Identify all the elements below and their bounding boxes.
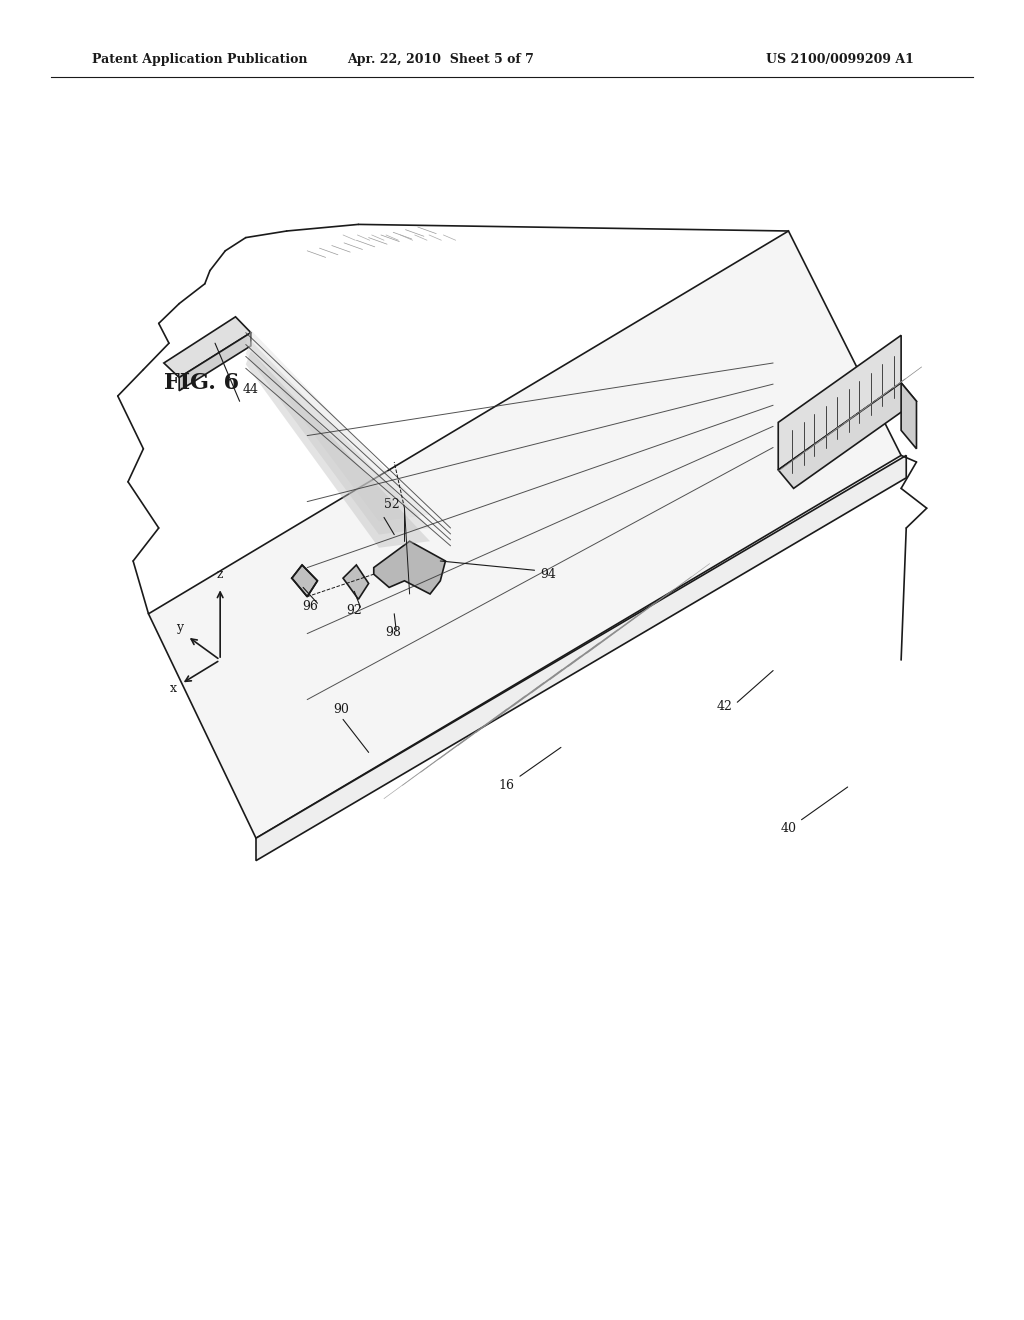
Text: Apr. 22, 2010  Sheet 5 of 7: Apr. 22, 2010 Sheet 5 of 7 — [347, 53, 534, 66]
Polygon shape — [246, 330, 430, 521]
Text: 52: 52 — [384, 498, 399, 511]
Polygon shape — [292, 565, 317, 597]
Text: 44: 44 — [243, 383, 259, 396]
Text: 42: 42 — [717, 700, 733, 713]
Polygon shape — [901, 383, 916, 449]
Text: FIG. 6: FIG. 6 — [164, 372, 239, 393]
Text: 90: 90 — [333, 702, 349, 715]
Text: 96: 96 — [302, 599, 318, 612]
Text: US 2100/0099209 A1: US 2100/0099209 A1 — [766, 53, 913, 66]
Text: 40: 40 — [780, 787, 848, 836]
Text: 92: 92 — [346, 603, 361, 616]
Polygon shape — [148, 231, 901, 838]
Text: 16: 16 — [499, 747, 561, 792]
Polygon shape — [343, 565, 369, 599]
Polygon shape — [778, 335, 901, 470]
Polygon shape — [179, 333, 251, 391]
Text: 94: 94 — [541, 568, 557, 581]
Polygon shape — [164, 317, 251, 378]
Text: y: y — [176, 620, 182, 634]
Polygon shape — [246, 351, 430, 548]
Text: x: x — [170, 681, 176, 694]
Text: 98: 98 — [385, 626, 401, 639]
Text: z: z — [217, 568, 223, 581]
Polygon shape — [256, 455, 906, 861]
Polygon shape — [246, 341, 430, 535]
Text: Patent Application Publication: Patent Application Publication — [92, 53, 307, 66]
Polygon shape — [778, 383, 916, 488]
Polygon shape — [374, 541, 445, 594]
